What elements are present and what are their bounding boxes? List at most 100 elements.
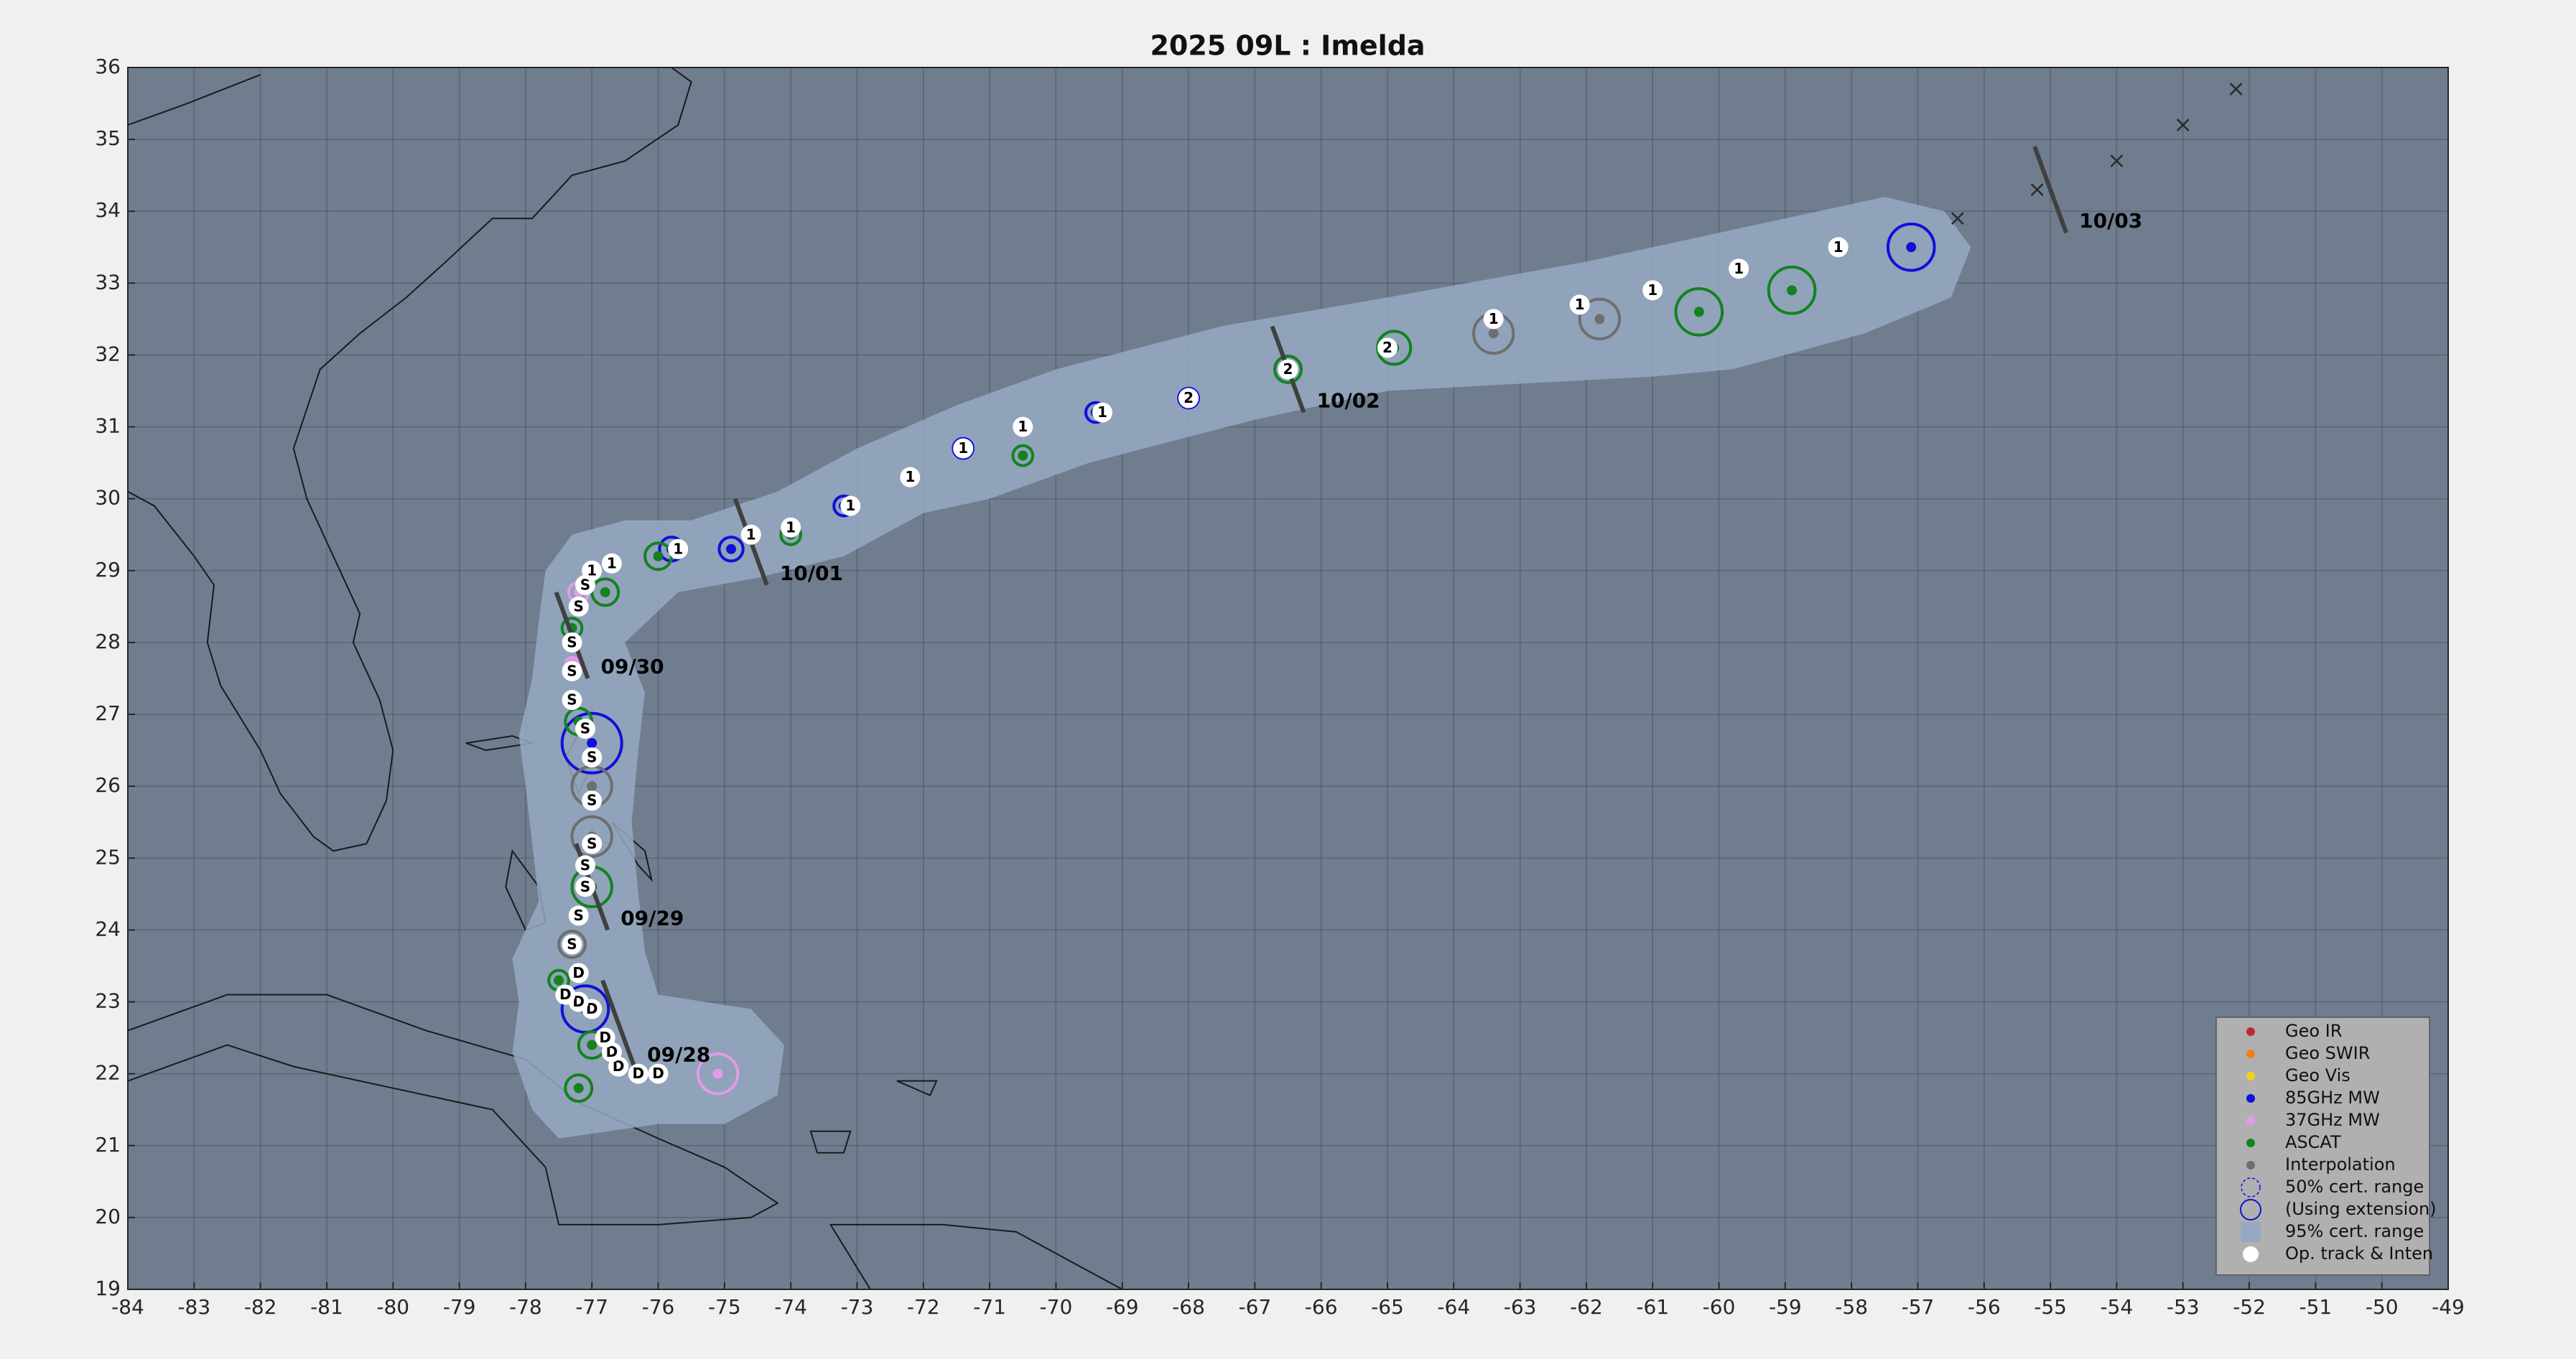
intensity-label: 1 <box>1489 310 1499 327</box>
y-tick-label: 31 <box>95 414 121 438</box>
intensity-label: 1 <box>1018 418 1028 435</box>
intensity-label: S <box>580 720 590 737</box>
y-tick-label: 25 <box>95 845 121 869</box>
legend-symbol <box>2246 1161 2255 1169</box>
fix-point <box>600 587 610 597</box>
legend-label: Op. track & Inten <box>2285 1243 2433 1264</box>
intensity-label: D <box>572 993 585 1010</box>
legend-symbol <box>2246 1139 2255 1147</box>
intensity-label: D <box>572 964 585 981</box>
intensity-label: 2 <box>1184 389 1194 406</box>
fix-point <box>1787 285 1798 296</box>
forecast-point <box>2110 154 2124 168</box>
cert-circle <box>1886 222 1936 272</box>
x-tick-label: -68 <box>1172 1295 1205 1319</box>
x-tick-label: -67 <box>1238 1295 1271 1319</box>
x-tick-label: -59 <box>1769 1295 1802 1319</box>
intensity-label: 1 <box>587 561 597 579</box>
intensity-label: 1 <box>746 526 756 543</box>
fix-point <box>1906 242 1917 253</box>
x-tick-label: -77 <box>575 1295 608 1319</box>
track-point <box>575 855 595 876</box>
cert-circle <box>570 815 613 858</box>
y-tick-label: 34 <box>95 198 121 222</box>
date-label: 09/28 <box>647 1043 710 1067</box>
x-tick-label: -55 <box>2034 1295 2067 1319</box>
x-tick-label: -73 <box>841 1295 874 1319</box>
date-tick <box>600 979 636 1068</box>
legend-symbol <box>2241 1177 2261 1197</box>
intensity-label: D <box>633 1065 645 1082</box>
legend-label: 95% cert. range <box>2285 1221 2424 1241</box>
legend-symbol <box>2246 1116 2255 1125</box>
intensity-label: S <box>567 935 577 953</box>
plot-area <box>128 67 2448 1289</box>
intensity-label: D <box>599 1029 611 1046</box>
y-tick-label: 19 <box>95 1276 121 1300</box>
intensity-label: S <box>580 576 590 593</box>
plot-frame <box>127 67 2449 1290</box>
x-tick-label: -74 <box>774 1295 807 1319</box>
intensity-label: 1 <box>1097 403 1107 421</box>
forecast-point <box>1950 212 1964 225</box>
track-point <box>568 905 589 926</box>
x-tick-label: -75 <box>708 1295 741 1319</box>
state-border <box>128 75 261 125</box>
intensity-label: S <box>587 749 597 766</box>
fix-point <box>587 738 597 749</box>
track-point <box>562 660 582 681</box>
track-point <box>601 553 622 574</box>
track-point <box>582 747 603 768</box>
x-tick-label: -49 <box>2432 1295 2465 1319</box>
track-point <box>562 690 582 711</box>
legend-label: Geo IR <box>2285 1021 2342 1041</box>
y-tick-label: 33 <box>95 270 121 294</box>
x-tick-label: -51 <box>2300 1295 2333 1319</box>
track-point <box>953 438 974 459</box>
legend-label: Interpolation <box>2285 1154 2396 1174</box>
cert-circle <box>1578 297 1622 341</box>
x-tick-label: -84 <box>111 1295 144 1319</box>
y-tick-label: 21 <box>95 1133 121 1157</box>
track-point <box>648 1063 669 1084</box>
cone-layer <box>512 197 1971 1139</box>
legend-label: 37GHz MW <box>2285 1110 2380 1130</box>
y-tick-label: 26 <box>95 773 121 797</box>
track-point <box>1729 258 1749 279</box>
x-tick-label: -66 <box>1305 1295 1338 1319</box>
cert-circle <box>564 1073 594 1103</box>
x-tick-label: -64 <box>1437 1295 1470 1319</box>
intensity-label: 1 <box>1833 238 1843 256</box>
track-point <box>668 538 689 559</box>
date-label: 10/03 <box>2079 209 2142 233</box>
intensity-label: S <box>580 878 590 895</box>
legend-label: 85GHz MW <box>2285 1088 2380 1108</box>
intensity-label: S <box>574 907 584 924</box>
forecast-point <box>2030 183 2044 197</box>
legend-symbol <box>2243 1246 2259 1262</box>
cone-95 <box>512 197 1971 1139</box>
x-tick-label: -53 <box>2167 1295 2200 1319</box>
legend-label: Geo Vis <box>2285 1065 2351 1085</box>
map-clip: 09/2809/2909/3010/0110/0210/03DDDDDDDDDS… <box>128 67 2243 1289</box>
legend-symbol <box>2246 1072 2255 1080</box>
fix-point <box>726 543 737 554</box>
track-point <box>1013 416 1033 437</box>
y-tick-label: 22 <box>95 1061 121 1085</box>
track-point <box>582 560 603 581</box>
x-tick-label: -79 <box>443 1295 476 1319</box>
fix-point <box>653 551 664 561</box>
track-point <box>1278 359 1298 380</box>
y-tick-label: 35 <box>95 126 121 150</box>
intensity-label: 1 <box>905 468 915 485</box>
intensity-label: 1 <box>607 554 617 571</box>
fix-point <box>1488 328 1499 339</box>
date-label: 09/29 <box>620 906 684 930</box>
x-tick-label: -83 <box>177 1295 210 1319</box>
y-tick-label: 36 <box>95 55 121 78</box>
legend-label: 50% cert. range <box>2285 1177 2424 1197</box>
track-point <box>595 1027 615 1048</box>
turks-caicos <box>897 1081 936 1096</box>
track-point <box>555 984 576 1005</box>
